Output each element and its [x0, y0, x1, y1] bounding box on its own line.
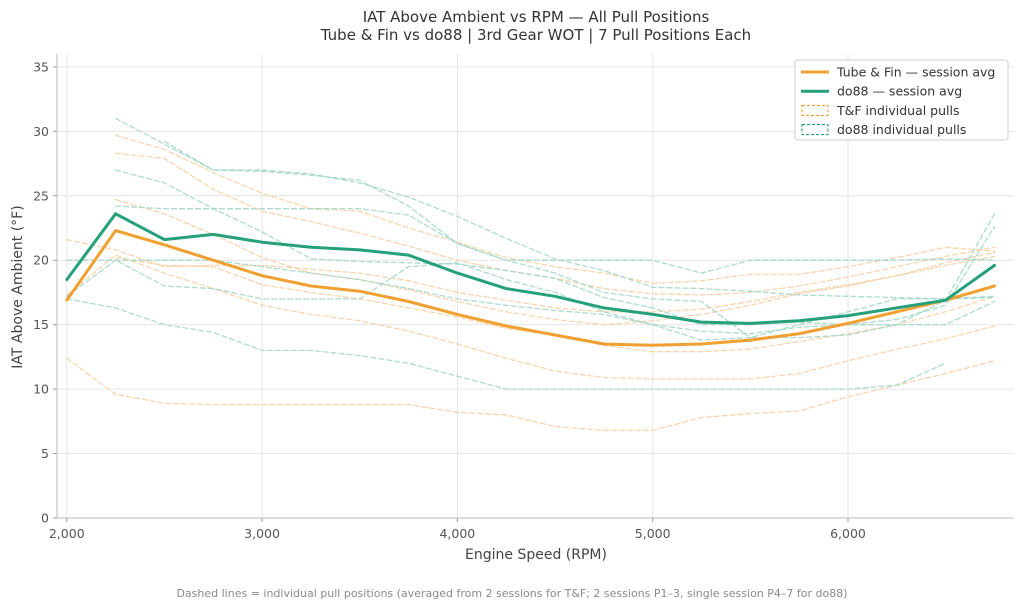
axes [53, 54, 1014, 522]
y-tick-label: 30 [33, 124, 49, 139]
individual-pull-line-14 [66, 259, 996, 341]
x-tick-label: 5,000 [635, 526, 671, 541]
y-tick-label: 20 [33, 253, 49, 268]
y-tick-label: 5 [41, 446, 49, 461]
individual-pull-line-7 [66, 254, 996, 380]
legend-swatch [801, 104, 829, 116]
y-axis-label: IAT Above Ambient (°F) [10, 205, 26, 368]
y-tick-label: 15 [33, 317, 49, 332]
individual-pull-line-10 [114, 169, 996, 326]
legend-label: do88 individual pulls [837, 122, 966, 137]
do88-avg-line [65, 212, 996, 325]
x-axis-label: Engine Speed (RPM) [465, 547, 607, 563]
y-tick-label: 35 [33, 59, 49, 74]
individual-pull-line-4 [114, 198, 996, 326]
individual-pull-line-9 [114, 117, 996, 300]
y-tick-label: 25 [33, 188, 49, 203]
x-tick-label: 3,000 [244, 526, 280, 541]
legend-box [794, 59, 1009, 141]
tick-labels: 2,000 3,000 4,000 5,000 6,000 0 5 10 15 20 25 30 35 [33, 59, 866, 541]
individual-pull-line-12 [114, 205, 996, 339]
chart-footnote: Dashed lines = individual pull positions… [176, 587, 847, 600]
individual-pull-line-11 [163, 140, 996, 274]
individual-pull-lines [66, 117, 996, 432]
y-tick-label: 10 [33, 382, 49, 397]
chart-title: IAT Above Ambient vs RPM — All Pull Posi… [363, 8, 710, 26]
tube-fin-avg-line [65, 229, 996, 347]
individual-pull-line-15 [66, 298, 947, 390]
individual-pull-line-8 [66, 357, 996, 432]
legend: Tube & Fin — session avg do88 — session a… [794, 59, 1009, 141]
individual-pull-line-2 [114, 134, 996, 285]
legend-label: Tube & Fin — session avg [836, 65, 995, 80]
legend-label: do88 — session avg [837, 84, 962, 99]
x-tick-label: 4,000 [439, 526, 475, 541]
session-average-lines [65, 212, 996, 347]
y-tick-label: 0 [41, 511, 49, 526]
x-tick-label: 2,000 [49, 526, 85, 541]
x-tick-label: 6,000 [830, 526, 866, 541]
legend-label: T&F individual pulls [836, 103, 960, 118]
chart-subtitle: Tube & Fin vs do88 | 3rd Gear WOT | 7 Pu… [320, 26, 751, 44]
legend-swatch [801, 124, 829, 136]
